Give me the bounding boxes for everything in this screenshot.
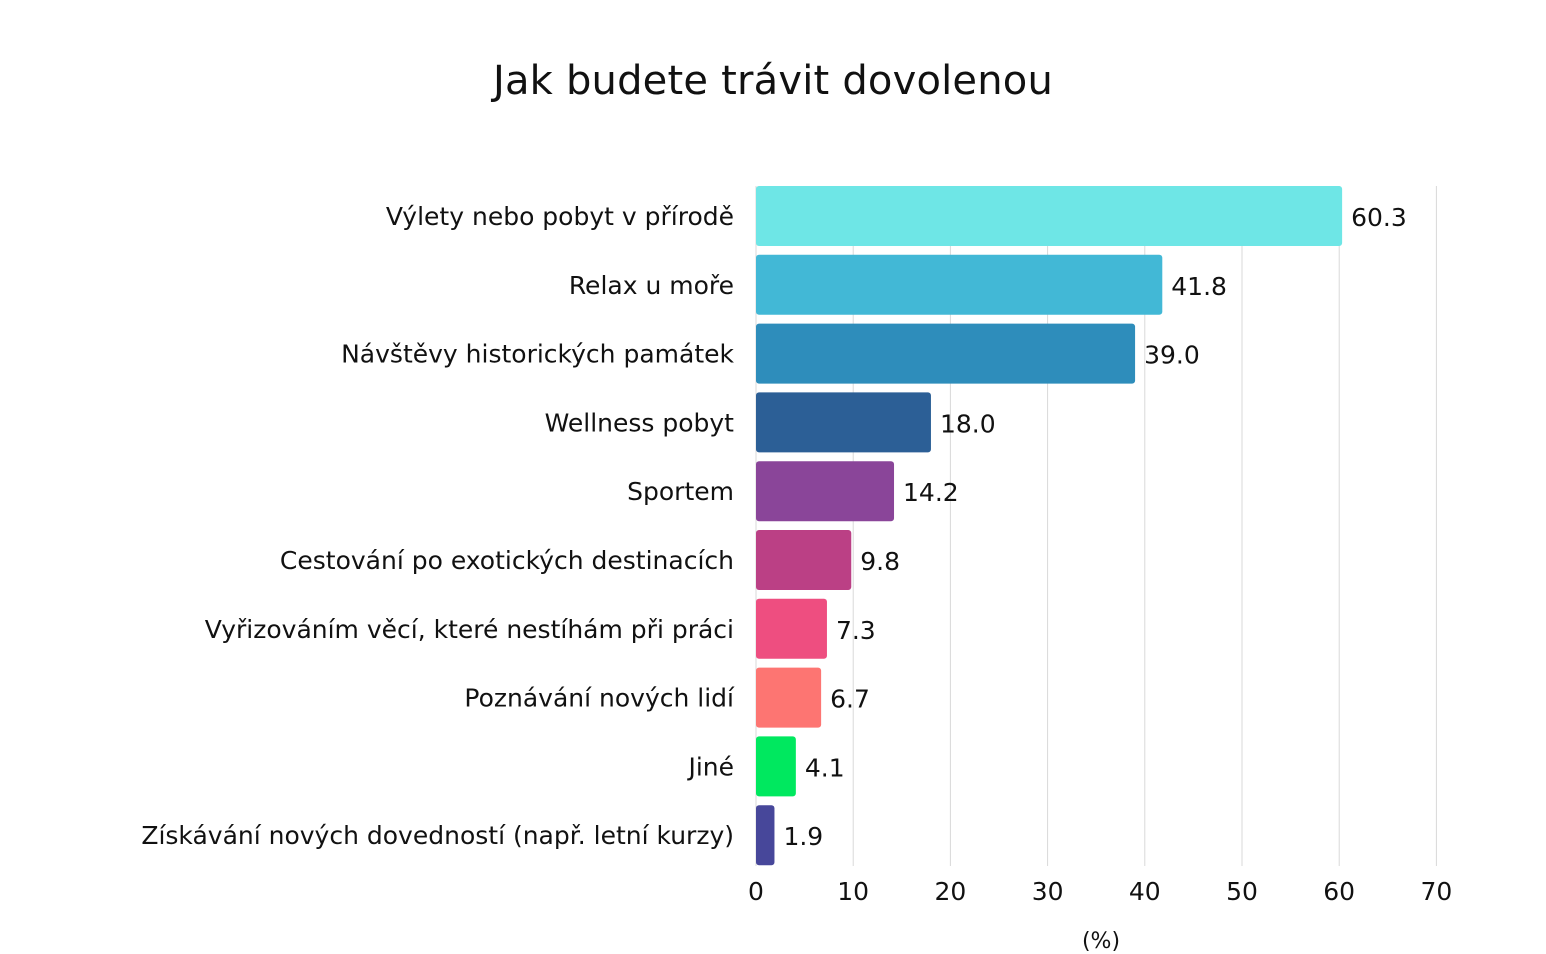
bar bbox=[756, 461, 895, 522]
x-tick-label: 20 bbox=[934, 877, 966, 906]
x-axis-ticks: 0 10 20 30 40 50 60 70 bbox=[748, 877, 1452, 906]
value-label: 60.3 bbox=[1351, 203, 1407, 232]
x-tick-label: 70 bbox=[1420, 877, 1452, 906]
value-label: 14.2 bbox=[903, 478, 959, 507]
bar bbox=[756, 805, 775, 866]
value-label: 6.7 bbox=[830, 685, 870, 714]
value-labels: 60.3 41.8 39.0 18.0 14.2 9.8 7.3 6.7 4.1 1.9 bbox=[783, 203, 1406, 851]
category-label: Návštěvy historických památek bbox=[341, 340, 734, 369]
bar bbox=[756, 736, 796, 797]
category-label: Cestování po exotických destinacích bbox=[280, 546, 734, 575]
bar bbox=[756, 323, 1136, 384]
value-label: 1.9 bbox=[783, 822, 823, 851]
category-label: Získávání nových dovedností (např. letní… bbox=[141, 821, 734, 850]
x-tick-label: 0 bbox=[748, 877, 764, 906]
x-tick-label: 50 bbox=[1226, 877, 1258, 906]
category-label: Výlety nebo pobyt v přírodě bbox=[386, 202, 734, 231]
x-tick-label: 30 bbox=[1032, 877, 1064, 906]
x-axis-title: (%) bbox=[1082, 929, 1120, 954]
category-label: Poznávání nových lidí bbox=[464, 684, 735, 713]
bar bbox=[756, 530, 852, 590]
value-label: 4.1 bbox=[805, 753, 845, 782]
value-label: 9.8 bbox=[860, 547, 900, 576]
x-tick-label: 60 bbox=[1323, 877, 1355, 906]
bar bbox=[756, 667, 822, 728]
value-label: 18.0 bbox=[940, 409, 996, 438]
category-labels: Výlety nebo pobyt v přírodě Relax u moře N… bbox=[141, 202, 735, 850]
chart-title: Jak budete trávit dovolenou bbox=[492, 58, 1054, 104]
category-label: Wellness pobyt bbox=[545, 408, 735, 437]
x-tick-label: 40 bbox=[1129, 877, 1161, 906]
bar bbox=[756, 598, 827, 659]
value-label: 41.8 bbox=[1171, 272, 1227, 301]
value-label: 7.3 bbox=[836, 616, 876, 645]
bars bbox=[756, 186, 1343, 866]
bar bbox=[756, 254, 1163, 315]
bar bbox=[756, 186, 1343, 246]
category-label: Jiné bbox=[686, 752, 734, 781]
category-label: Vyřizováním věcí, které nestíhám při prá… bbox=[205, 615, 734, 644]
value-label: 39.0 bbox=[1144, 341, 1200, 370]
x-tick-label: 10 bbox=[837, 877, 869, 906]
bar bbox=[756, 392, 931, 453]
category-label: Relax u moře bbox=[569, 271, 734, 300]
category-label: Sportem bbox=[627, 477, 734, 506]
